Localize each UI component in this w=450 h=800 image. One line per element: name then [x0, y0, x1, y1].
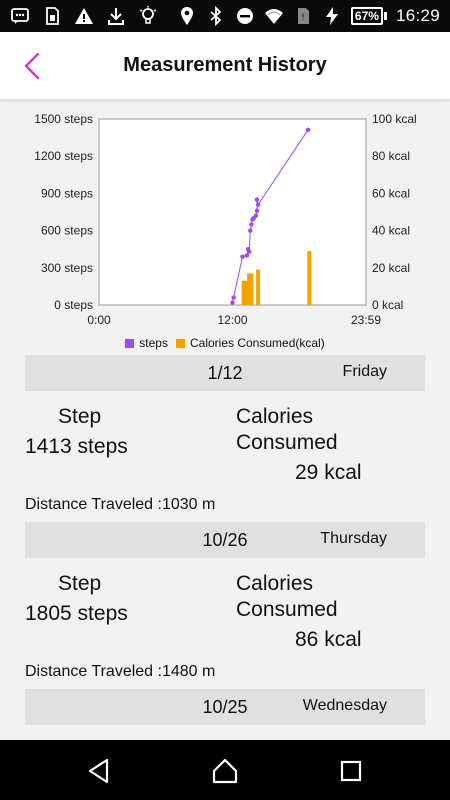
legend-label-steps: steps	[139, 336, 168, 350]
calories-label-line1: Calories	[236, 405, 314, 428]
recents-square-icon	[340, 760, 362, 782]
charging-icon	[322, 6, 342, 26]
steps-point	[253, 213, 259, 218]
svg-text:!: !	[302, 12, 305, 22]
day-date: 10/25	[202, 697, 248, 717]
back-button[interactable]	[16, 50, 48, 82]
day-date: 1/12	[207, 363, 243, 383]
status-bar-right: ! 67% 16:29	[177, 0, 440, 32]
download-icon	[106, 6, 126, 26]
day-header[interactable]: 10/25 Wednesday	[25, 689, 425, 725]
home-circle-icon	[212, 758, 238, 784]
step-label: Step	[58, 405, 102, 428]
steps-point	[230, 300, 235, 305]
steps-point	[255, 202, 261, 207]
y-left-tick-label: 600 steps	[41, 224, 93, 238]
back-triangle-icon	[88, 758, 109, 784]
chart-legend: steps Calories Consumed(kcal)	[0, 336, 450, 350]
dnd-icon	[235, 6, 255, 26]
y-left-tick-label: 900 steps	[41, 186, 93, 200]
nav-recents-button[interactable]	[336, 756, 366, 786]
distance-traveled: Distance Traveled :1480 m	[25, 663, 216, 680]
day-weekday: Thursday	[320, 530, 387, 547]
steps-point	[231, 295, 236, 300]
legend-item-calories: Calories Consumed(kcal)	[175, 336, 325, 350]
steps-point	[240, 254, 245, 259]
day-header[interactable]: 1/12 Friday	[25, 355, 425, 391]
distance-traveled: Distance Traveled :1030 m	[25, 496, 216, 513]
y-right-tick-label: 0 kcal	[372, 298, 403, 312]
legend-label-calories: Calories Consumed(kcal)	[189, 336, 325, 350]
steps-point	[254, 208, 260, 213]
status-bar: ! 67% 16:29	[0, 0, 450, 32]
steps-point	[246, 249, 252, 254]
calories-value: 86 kcal	[295, 628, 362, 651]
app-bar: Measurement History	[0, 32, 450, 100]
calories-label-line2: Consumed	[236, 598, 338, 621]
y-left-tick-label: 0 steps	[54, 298, 93, 312]
y-right-tick-label: 80 kcal	[372, 149, 410, 163]
steps-calories-chart: 1500 steps 1200 steps 900 steps 600 steps 30…	[0, 101, 450, 353]
nav-home-button[interactable]	[210, 756, 240, 786]
wifi-icon	[264, 6, 284, 26]
y-right-tick-label: 60 kcal	[372, 186, 410, 200]
calories-bar	[243, 280, 248, 305]
battery-level: 67%	[350, 7, 383, 25]
chat-icon	[10, 6, 30, 26]
y-right-tick-label: 40 kcal	[372, 224, 410, 238]
day-date: 10/26	[202, 530, 248, 550]
status-clock: 16:29	[395, 6, 440, 25]
warning-icon	[74, 6, 94, 26]
steps-point	[244, 253, 250, 258]
y-left-tick-label: 300 steps	[41, 261, 93, 275]
steps-point	[248, 228, 253, 233]
chart-canvas: 1500 steps 1200 steps 900 steps 600 steps 30…	[34, 112, 417, 327]
y-right-tick-label: 100 kcal	[372, 112, 417, 126]
calories-bar	[256, 269, 261, 305]
day-weekday: Friday	[342, 363, 387, 380]
history-content[interactable]: 1500 steps 1200 steps 900 steps 600 steps 30…	[0, 101, 450, 740]
calories-bar	[307, 251, 312, 305]
page-title: Measurement History	[123, 54, 327, 76]
step-value: 1805 steps	[25, 602, 128, 625]
legend-swatch-calories	[175, 338, 185, 348]
system-nav-bar	[0, 740, 450, 800]
calories-label-line2: Consumed	[236, 431, 338, 454]
steps-point	[249, 222, 254, 227]
day-header[interactable]: 10/26 Thursday	[25, 522, 425, 558]
no-sim-icon: !	[293, 6, 313, 26]
status-bar-left	[10, 0, 158, 32]
legend-swatch-steps	[125, 338, 135, 348]
y-right-tick-label: 20 kcal	[372, 261, 410, 275]
y-left-tick-label: 1200 steps	[34, 149, 93, 163]
calories-bar	[249, 273, 254, 305]
steps-point	[305, 127, 311, 132]
day-weekday: Wednesday	[302, 697, 387, 714]
calories-label-line1: Calories	[236, 572, 314, 595]
battery-indicator: 67%	[350, 7, 387, 25]
location-icon	[177, 6, 197, 26]
bluetooth-icon	[206, 5, 226, 27]
steps-point	[254, 197, 260, 202]
sim-icon	[42, 6, 62, 26]
plot-area	[98, 118, 367, 306]
step-label: Step	[58, 572, 102, 595]
x-tick-label: 0:00	[87, 313, 111, 327]
calories-value: 29 kcal	[295, 461, 362, 484]
bulb-icon	[138, 6, 158, 26]
nav-back-button[interactable]	[84, 756, 114, 786]
legend-item-steps: steps	[125, 336, 168, 350]
step-value: 1413 steps	[25, 435, 128, 458]
calories-bar	[241, 280, 246, 305]
y-left-tick-label: 1500 steps	[34, 112, 93, 126]
chevron-left-icon	[24, 52, 40, 80]
x-tick-label: 23:59	[351, 313, 381, 327]
calories-bar	[247, 273, 252, 305]
x-tick-label: 12:00	[217, 313, 247, 327]
battery-nub	[383, 12, 387, 20]
